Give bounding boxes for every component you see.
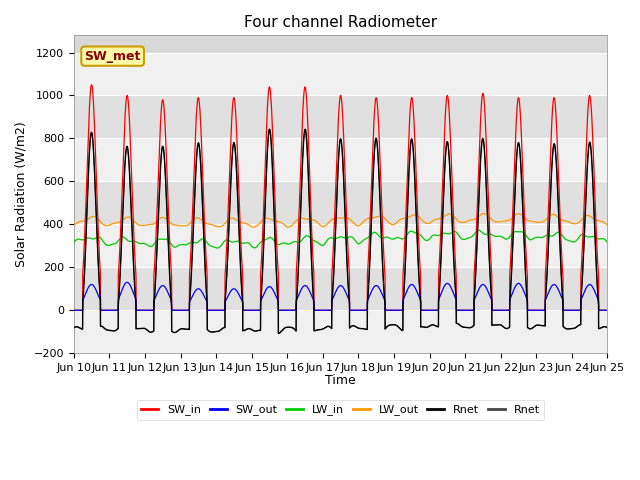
Bar [74, 138, 607, 181]
Title: Four channel Radiometer: Four channel Radiometer [244, 15, 437, 30]
Bar [74, 52, 607, 96]
Bar [74, 224, 607, 267]
Bar [74, 310, 607, 353]
Text: SW_met: SW_met [84, 49, 141, 62]
Bar [74, 181, 607, 224]
Bar [74, 267, 607, 310]
Y-axis label: Solar Radiation (W/m2): Solar Radiation (W/m2) [15, 121, 28, 267]
X-axis label: Time: Time [325, 374, 356, 387]
Legend: SW_in, SW_out, LW_in, LW_out, Rnet, Rnet: SW_in, SW_out, LW_in, LW_out, Rnet, Rnet [137, 400, 544, 420]
Bar [74, 96, 607, 138]
